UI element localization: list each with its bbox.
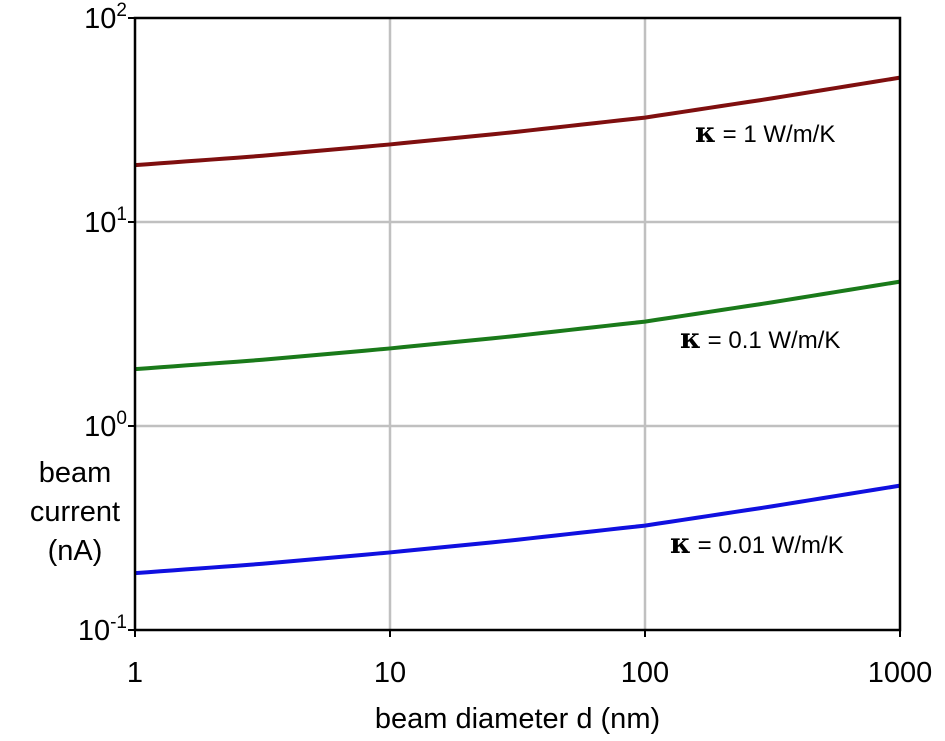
y-axis-title-line: current (30, 496, 120, 528)
series-label: κ = 0.1 W/m/K (680, 322, 840, 355)
x-tick-labels: 1 10 100 1000 (127, 630, 932, 689)
y-axis-title-line: (nA) (48, 535, 103, 567)
x-tick-label: 1 (127, 657, 143, 689)
y-tick-label: 101 (84, 204, 127, 239)
y-tick-label: 10-1 (78, 612, 127, 647)
grid (135, 18, 900, 630)
series-line (134, 483, 901, 576)
series-labels: κ = 1 W/m/K κ = 0.1 W/m/K κ = 0.01 W/m/K (670, 116, 844, 560)
y-tick-label: 102 (84, 0, 127, 35)
x-axis-title: beam diameter d (nm) (375, 703, 660, 735)
x-tick-label: 100 (621, 657, 669, 689)
series-line (134, 279, 901, 372)
x-tick-label: 1000 (868, 657, 933, 689)
y-axis-title-line: beam (39, 457, 112, 489)
series-label: κ = 1 W/m/K (695, 116, 835, 149)
y-tick-label: 100 (84, 408, 127, 443)
series-group (134, 75, 901, 576)
plot-frame (133, 16, 902, 632)
series-line (134, 75, 901, 168)
y-axis-title: beam current (nA) (30, 457, 120, 567)
x-tick-label: 10 (374, 657, 406, 689)
series-label: κ = 0.01 W/m/K (670, 527, 844, 560)
y-tick-labels: 10-1 100 101 102 (78, 0, 135, 647)
